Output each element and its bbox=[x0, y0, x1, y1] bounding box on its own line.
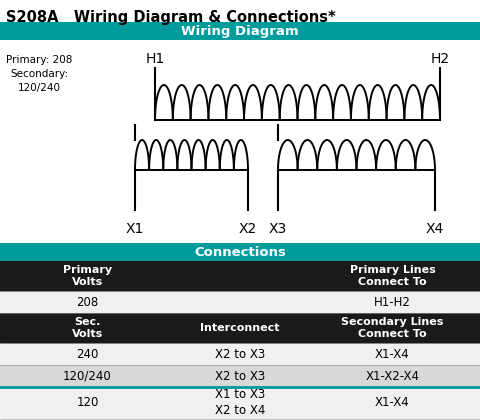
Text: H2: H2 bbox=[431, 52, 450, 66]
Bar bbox=[0, 365, 480, 387]
Bar bbox=[0, 343, 480, 365]
Text: Primary Lines
Connect To: Primary Lines Connect To bbox=[349, 265, 435, 287]
Text: 120/240: 120/240 bbox=[63, 370, 112, 383]
Text: H1-H2: H1-H2 bbox=[374, 296, 411, 309]
Text: 120: 120 bbox=[76, 396, 99, 410]
Text: X1-X2-X4: X1-X2-X4 bbox=[365, 370, 420, 383]
Bar bbox=[0, 261, 480, 291]
Text: X2 to X3: X2 to X3 bbox=[215, 370, 265, 383]
Bar bbox=[0, 291, 480, 313]
Text: Wiring Diagram: Wiring Diagram bbox=[181, 24, 299, 37]
Text: Primary: 208
Secondary:
120/240: Primary: 208 Secondary: 120/240 bbox=[6, 55, 72, 93]
Text: H1: H1 bbox=[145, 52, 165, 66]
Text: X1-X4: X1-X4 bbox=[375, 347, 410, 360]
Text: X1: X1 bbox=[126, 222, 144, 236]
Text: 208: 208 bbox=[76, 296, 98, 309]
Text: Sec.
Volts: Sec. Volts bbox=[72, 317, 103, 339]
Bar bbox=[0, 313, 480, 343]
Text: X2: X2 bbox=[239, 222, 257, 236]
Text: 240: 240 bbox=[76, 347, 99, 360]
Text: X1 to X3
X2 to X4: X1 to X3 X2 to X4 bbox=[215, 388, 265, 417]
Text: X1-X4: X1-X4 bbox=[375, 396, 410, 410]
Text: Connections: Connections bbox=[194, 246, 286, 258]
Text: Interconnect: Interconnect bbox=[200, 323, 280, 333]
Text: Secondary Lines
Connect To: Secondary Lines Connect To bbox=[341, 317, 444, 339]
Text: X4: X4 bbox=[426, 222, 444, 236]
Bar bbox=[0, 387, 480, 419]
Bar bbox=[0, 22, 480, 40]
Text: Primary
Volts: Primary Volts bbox=[63, 265, 112, 287]
Text: S208A   Wiring Diagram & Connections*: S208A Wiring Diagram & Connections* bbox=[6, 10, 336, 25]
Text: X2 to X3: X2 to X3 bbox=[215, 347, 265, 360]
Bar bbox=[0, 243, 480, 261]
Text: X3: X3 bbox=[269, 222, 287, 236]
